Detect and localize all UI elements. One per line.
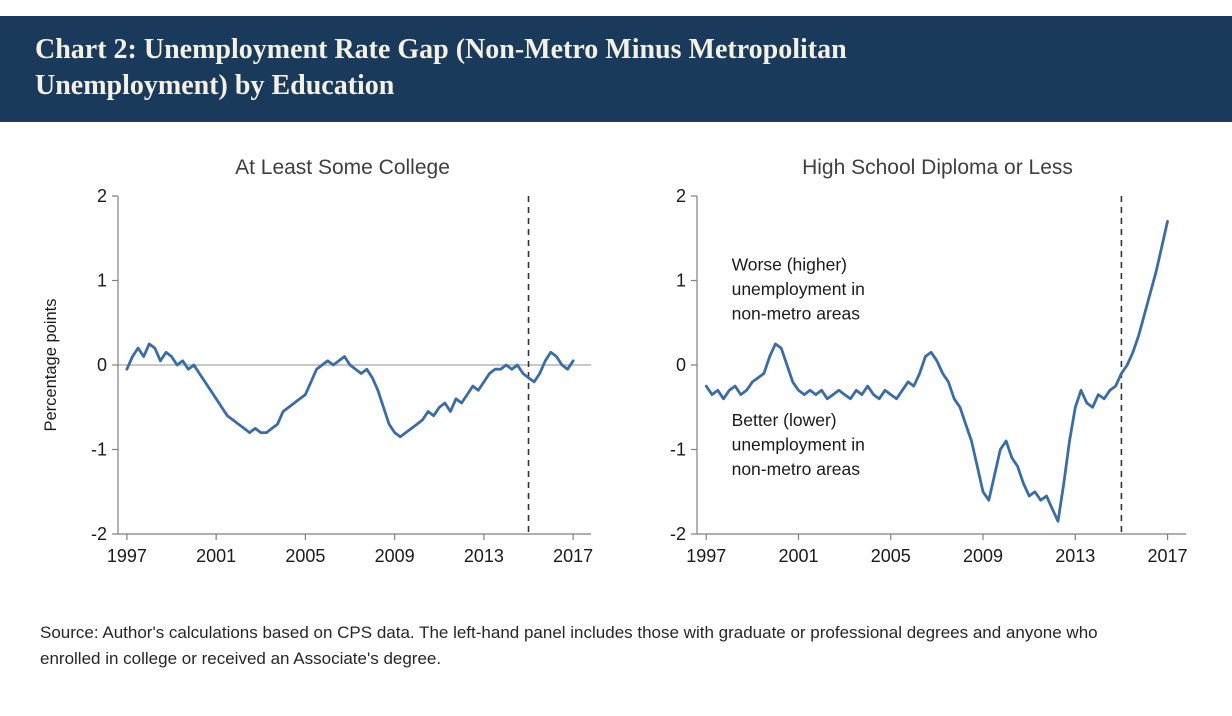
y-tick-label: 1 bbox=[676, 270, 686, 290]
y-tick-label: -1 bbox=[91, 439, 107, 459]
chart-title-right: High School Diploma or Less bbox=[802, 155, 1073, 179]
x-tick-label: 2001 bbox=[778, 546, 818, 566]
y-tick-label: 2 bbox=[97, 186, 107, 206]
charts-row: At Least Some College -2 -1 0 1 2 1997 2001 200… bbox=[0, 156, 1232, 586]
source-note: Source: Author's calculations based on C… bbox=[40, 622, 1098, 668]
annotation: Better (lower) unemployment in non-metro a… bbox=[732, 409, 865, 478]
x-tick-label: 2009 bbox=[375, 546, 415, 566]
y-tick-label: -1 bbox=[670, 439, 686, 459]
chart-canvas: -2 -1 0 1 2 1997 2001 2005 2009 2013 2017 Percentag… bbox=[42, 186, 593, 566]
y-tick-label: 0 bbox=[676, 355, 686, 375]
x-tick-label: 2005 bbox=[285, 546, 325, 566]
series-line bbox=[125, 342, 575, 438]
chart-panel-some-college: At Least Some College -2 -1 0 1 2 1997 2001 200… bbox=[40, 156, 605, 586]
x-tick-label: 2001 bbox=[196, 546, 236, 566]
page-title: Chart 2: Unemployment Rate Gap (Non-Metr… bbox=[35, 34, 847, 101]
chart-panel-high-school: High School Diploma or Less -2 -1 0 1 2 1997 2… bbox=[635, 156, 1200, 586]
y-tick-label: 2 bbox=[676, 186, 686, 206]
chart-canvas: -2 -1 0 1 2 1997 2001 2005 2009 2013 2017 Worse (hi… bbox=[670, 186, 1188, 566]
line-chart-high-school: -2 -1 0 1 2 1997 2001 2005 2009 2013 2017 Worse (hi… bbox=[635, 186, 1200, 586]
x-tick-label: 2009 bbox=[963, 546, 1003, 566]
x-tick-label: 1997 bbox=[107, 546, 147, 566]
y-tick-label: 1 bbox=[97, 270, 107, 290]
x-tick-label: 2017 bbox=[553, 546, 593, 566]
x-tick-label: 2013 bbox=[464, 546, 504, 566]
header-band: Chart 2: Unemployment Rate Gap (Non-Metr… bbox=[0, 16, 1232, 122]
x-tick-label: 2017 bbox=[1148, 546, 1188, 566]
y-tick-label: 0 bbox=[97, 355, 107, 375]
y-axis-title: Percentage points bbox=[42, 298, 60, 431]
x-tick-label: 2013 bbox=[1055, 546, 1095, 566]
x-tick-label: 2005 bbox=[871, 546, 911, 566]
y-tick-label: -2 bbox=[91, 524, 107, 544]
y-tick-label: -2 bbox=[670, 524, 686, 544]
line-chart-some-college: -2 -1 0 1 2 1997 2001 2005 2009 2013 2017 Percentag… bbox=[40, 186, 605, 586]
chart-title-left: At Least Some College bbox=[235, 155, 450, 179]
series-line bbox=[704, 219, 1169, 523]
x-tick-label: 1997 bbox=[686, 546, 726, 566]
annotation: Worse (higher) unemployment in non-metro a… bbox=[732, 254, 865, 323]
